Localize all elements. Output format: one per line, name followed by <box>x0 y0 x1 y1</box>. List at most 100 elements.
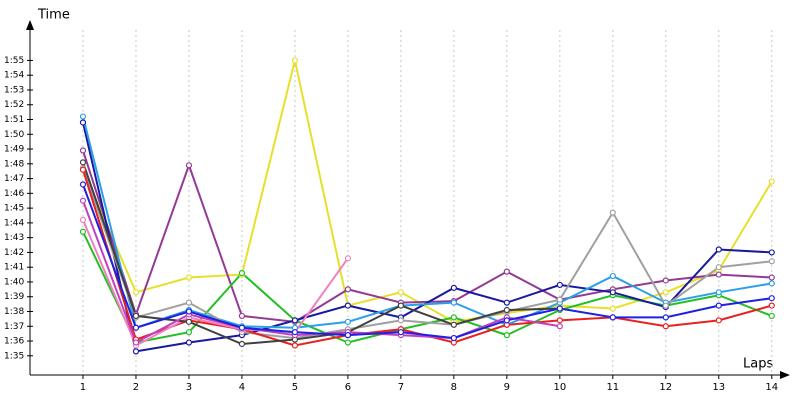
point <box>768 274 775 281</box>
x-tick-label: 3 <box>186 382 192 393</box>
point <box>79 216 87 224</box>
point <box>344 302 351 309</box>
series-line <box>82 184 772 340</box>
x-tick-label: 11 <box>606 382 619 393</box>
y-tick-label: 1:40 <box>4 277 24 287</box>
point <box>185 318 193 325</box>
series-line <box>82 150 772 323</box>
point <box>185 308 193 315</box>
y-tick-label: 1:36 <box>4 337 24 347</box>
x-axis-label: Laps <box>743 357 773 372</box>
x-tick-label: 4 <box>239 382 245 393</box>
point <box>238 312 246 320</box>
point <box>503 306 510 314</box>
point <box>291 57 299 64</box>
x-tick-label: 1 <box>80 382 86 393</box>
x-tick-label: 2 <box>133 382 139 393</box>
point <box>185 339 193 346</box>
point <box>397 329 404 336</box>
y-tick-label: 1:38 <box>4 307 24 317</box>
point <box>132 324 140 331</box>
point <box>397 289 404 296</box>
series-line <box>82 219 349 347</box>
point <box>397 302 404 309</box>
y-tick-label: 1:51 <box>4 115 24 125</box>
point <box>79 147 87 154</box>
point <box>132 312 140 320</box>
point <box>768 295 775 302</box>
point <box>79 228 87 235</box>
point <box>556 305 563 312</box>
point <box>609 272 616 280</box>
series-line <box>82 116 772 330</box>
point <box>609 209 616 216</box>
point <box>238 340 246 348</box>
point <box>344 255 351 262</box>
point <box>79 113 87 120</box>
y-tick-label: 1:48 <box>4 159 24 169</box>
x-tick-label: 9 <box>504 382 510 393</box>
point <box>185 274 193 281</box>
x-tick-label: 8 <box>451 382 457 393</box>
point <box>450 314 457 321</box>
point <box>715 271 722 278</box>
point <box>556 281 563 289</box>
point <box>768 302 775 309</box>
x-tick-label: 13 <box>712 382 725 393</box>
point <box>397 317 404 324</box>
point <box>185 299 193 306</box>
point <box>609 305 616 312</box>
point <box>344 286 351 293</box>
x-tick-label: 12 <box>659 382 672 393</box>
point <box>79 159 87 166</box>
series-line <box>82 167 772 340</box>
point <box>503 299 510 306</box>
point <box>662 323 669 330</box>
point <box>556 296 563 303</box>
y-tick-label: 1:39 <box>4 292 24 302</box>
point <box>79 119 87 126</box>
y-axis-label: Time <box>37 8 70 23</box>
y-tick-label: 1:55 <box>4 56 24 66</box>
point <box>662 302 669 309</box>
series-line <box>82 60 773 323</box>
point <box>450 321 457 328</box>
point <box>662 289 669 296</box>
point <box>344 332 351 339</box>
point <box>291 317 299 324</box>
point <box>291 329 299 336</box>
y-tick-label: 1:54 <box>4 71 24 81</box>
point <box>715 302 722 309</box>
point <box>185 162 193 169</box>
point <box>715 317 722 324</box>
point <box>344 318 351 325</box>
point <box>132 289 140 296</box>
point <box>238 270 246 277</box>
point <box>79 181 87 188</box>
point <box>503 332 510 339</box>
x-tick-label: 10 <box>553 382 566 393</box>
point <box>132 348 140 355</box>
point <box>715 264 722 271</box>
y-axis-arrow <box>26 20 34 30</box>
point <box>450 299 457 306</box>
y-tick-label: 1:49 <box>4 145 24 155</box>
point <box>768 312 775 320</box>
point <box>715 289 722 296</box>
x-tick-label: 6 <box>345 382 351 393</box>
point <box>503 317 510 324</box>
point <box>768 249 775 256</box>
point <box>715 246 722 253</box>
point <box>609 314 616 321</box>
point <box>185 329 193 336</box>
y-tick-label: 1:42 <box>4 248 24 258</box>
point <box>662 277 669 284</box>
point <box>79 197 87 204</box>
point <box>662 314 669 321</box>
y-tick-label: 1:43 <box>4 233 24 243</box>
y-tick-label: 1:50 <box>4 130 24 140</box>
point <box>79 166 87 173</box>
y-tick-label: 1:53 <box>4 85 24 95</box>
point <box>768 258 775 265</box>
